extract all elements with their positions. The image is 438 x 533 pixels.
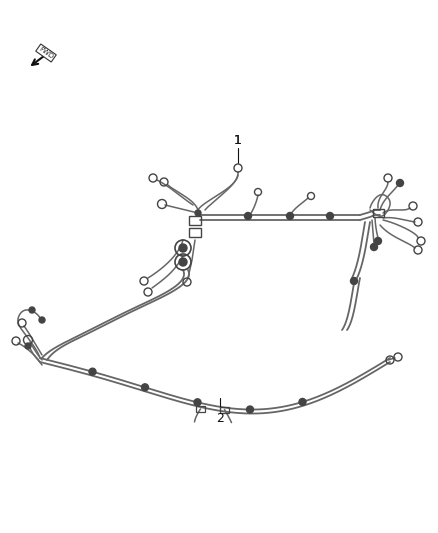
Circle shape <box>350 278 357 285</box>
Circle shape <box>299 399 306 406</box>
Circle shape <box>247 406 254 413</box>
Circle shape <box>25 343 31 349</box>
Circle shape <box>141 384 148 391</box>
Circle shape <box>179 244 187 252</box>
Text: FWD: FWD <box>38 46 54 60</box>
Text: 1: 1 <box>234 133 242 147</box>
Circle shape <box>39 317 45 323</box>
Circle shape <box>326 213 333 220</box>
Circle shape <box>29 307 35 313</box>
Circle shape <box>374 238 381 245</box>
Text: 2: 2 <box>216 411 224 424</box>
Circle shape <box>371 244 378 251</box>
Text: 1: 1 <box>234 133 242 147</box>
Circle shape <box>396 180 403 187</box>
Circle shape <box>89 368 96 375</box>
Circle shape <box>195 210 201 216</box>
Circle shape <box>179 258 187 266</box>
Circle shape <box>244 213 251 220</box>
Circle shape <box>194 399 201 406</box>
Circle shape <box>286 213 293 220</box>
